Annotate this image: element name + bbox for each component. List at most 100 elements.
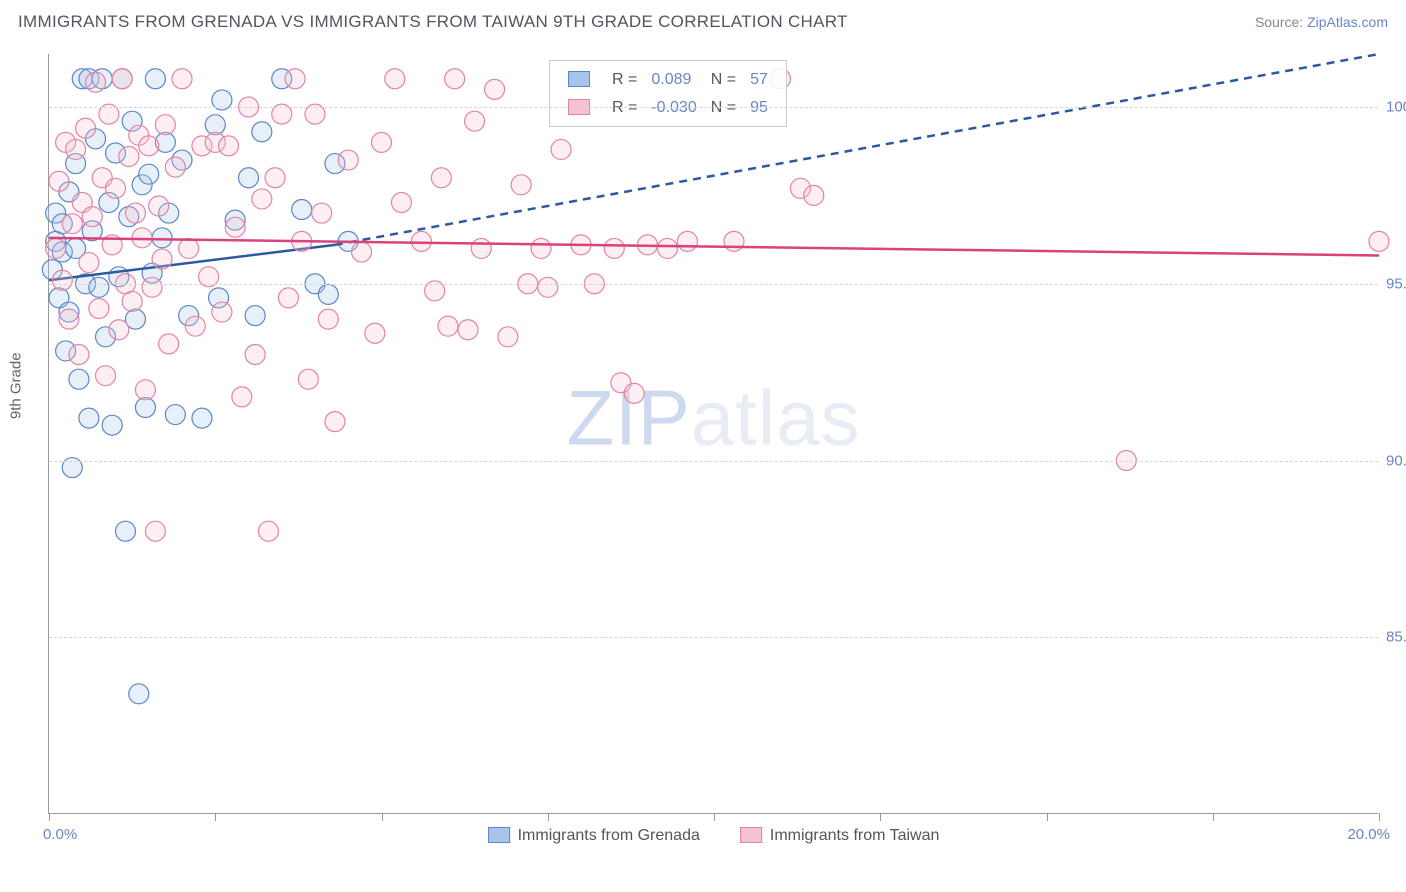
legend-swatch bbox=[740, 827, 762, 843]
data-point bbox=[431, 168, 451, 188]
x-axis-min-label: 0.0% bbox=[43, 826, 77, 843]
data-point bbox=[445, 69, 465, 89]
y-tick-label: 85.0% bbox=[1386, 629, 1406, 646]
data-point bbox=[458, 320, 478, 340]
data-point bbox=[352, 242, 372, 262]
data-point bbox=[69, 344, 89, 364]
x-tick bbox=[382, 813, 383, 821]
data-point bbox=[411, 231, 431, 251]
data-point bbox=[225, 217, 245, 237]
data-point bbox=[145, 69, 165, 89]
data-point bbox=[485, 79, 505, 99]
data-point bbox=[471, 238, 491, 258]
data-point bbox=[438, 316, 458, 336]
data-point bbox=[172, 69, 192, 89]
data-point bbox=[145, 521, 165, 541]
data-point bbox=[49, 171, 69, 191]
data-point bbox=[89, 277, 109, 297]
data-point bbox=[152, 228, 172, 248]
data-point bbox=[239, 168, 259, 188]
data-point bbox=[538, 277, 558, 297]
y-tick-label: 90.0% bbox=[1386, 452, 1406, 469]
data-point bbox=[165, 405, 185, 425]
data-point bbox=[318, 284, 338, 304]
x-tick bbox=[1379, 813, 1380, 821]
data-point bbox=[551, 139, 571, 159]
y-axis-label: 9th Grade bbox=[8, 352, 25, 419]
y-tick-label: 95.0% bbox=[1386, 275, 1406, 292]
data-point bbox=[89, 299, 109, 319]
data-point bbox=[252, 122, 272, 142]
data-point bbox=[112, 69, 132, 89]
data-point bbox=[142, 277, 162, 297]
data-point bbox=[109, 320, 129, 340]
data-point bbox=[139, 164, 159, 184]
data-point bbox=[119, 147, 139, 167]
data-point bbox=[82, 207, 102, 227]
data-point bbox=[498, 327, 518, 347]
data-point bbox=[657, 238, 677, 258]
data-point bbox=[465, 111, 485, 131]
data-point bbox=[159, 334, 179, 354]
data-point bbox=[59, 309, 79, 329]
data-point bbox=[212, 302, 232, 322]
data-point bbox=[531, 238, 551, 258]
data-point bbox=[69, 369, 89, 389]
x-tick bbox=[1213, 813, 1214, 821]
data-point bbox=[139, 136, 159, 156]
legend-swatch bbox=[568, 71, 590, 87]
x-tick bbox=[49, 813, 50, 821]
data-point bbox=[52, 270, 72, 290]
data-point bbox=[79, 253, 99, 273]
chart-container: 9th Grade ZIPatlas R =0.089 N =57 R =-0.… bbox=[20, 44, 1390, 844]
data-point bbox=[96, 366, 116, 386]
gridline bbox=[49, 284, 1378, 285]
data-point bbox=[185, 316, 205, 336]
data-point bbox=[232, 387, 252, 407]
source-label: Source: ZipAtlas.com bbox=[1255, 14, 1388, 30]
data-point bbox=[106, 178, 126, 198]
scatter-svg bbox=[49, 54, 1378, 813]
x-tick bbox=[548, 813, 549, 821]
data-point bbox=[292, 200, 312, 220]
data-point bbox=[265, 168, 285, 188]
data-point bbox=[115, 521, 135, 541]
data-point bbox=[318, 309, 338, 329]
legend-item: Immigrants from Taiwan bbox=[740, 827, 940, 845]
data-point bbox=[125, 203, 145, 223]
gridline bbox=[49, 461, 1378, 462]
gridline bbox=[49, 637, 1378, 638]
data-point bbox=[804, 185, 824, 205]
x-axis-max-label: 20.0% bbox=[1347, 826, 1390, 843]
data-point bbox=[152, 249, 172, 269]
data-point bbox=[677, 231, 697, 251]
source-link[interactable]: ZipAtlas.com bbox=[1307, 14, 1388, 30]
data-point bbox=[1369, 231, 1389, 251]
series-legend: Immigrants from GrenadaImmigrants from T… bbox=[488, 827, 940, 845]
data-point bbox=[298, 369, 318, 389]
data-point bbox=[391, 192, 411, 212]
data-point bbox=[624, 383, 644, 403]
legend-swatch bbox=[488, 827, 510, 843]
data-point bbox=[86, 72, 106, 92]
data-point bbox=[122, 291, 142, 311]
data-point bbox=[219, 136, 239, 156]
data-point bbox=[338, 150, 358, 170]
data-point bbox=[365, 323, 385, 343]
data-point bbox=[245, 344, 265, 364]
data-point bbox=[149, 196, 169, 216]
data-point bbox=[724, 231, 744, 251]
data-point bbox=[46, 238, 66, 258]
plot-area: ZIPatlas R =0.089 N =57 R =-0.030 N =95 … bbox=[48, 54, 1378, 814]
data-point bbox=[102, 415, 122, 435]
trend-line bbox=[49, 238, 1379, 256]
correlation-legend: R =0.089 N =57 R =-0.030 N =95 bbox=[549, 60, 787, 127]
chart-title: IMMIGRANTS FROM GRENADA VS IMMIGRANTS FR… bbox=[18, 12, 848, 32]
legend-row: R =0.089 N =57 bbox=[562, 67, 774, 93]
data-point bbox=[192, 408, 212, 428]
data-point bbox=[278, 288, 298, 308]
data-point bbox=[66, 139, 86, 159]
x-tick bbox=[215, 813, 216, 821]
x-tick bbox=[880, 813, 881, 821]
data-point bbox=[179, 238, 199, 258]
